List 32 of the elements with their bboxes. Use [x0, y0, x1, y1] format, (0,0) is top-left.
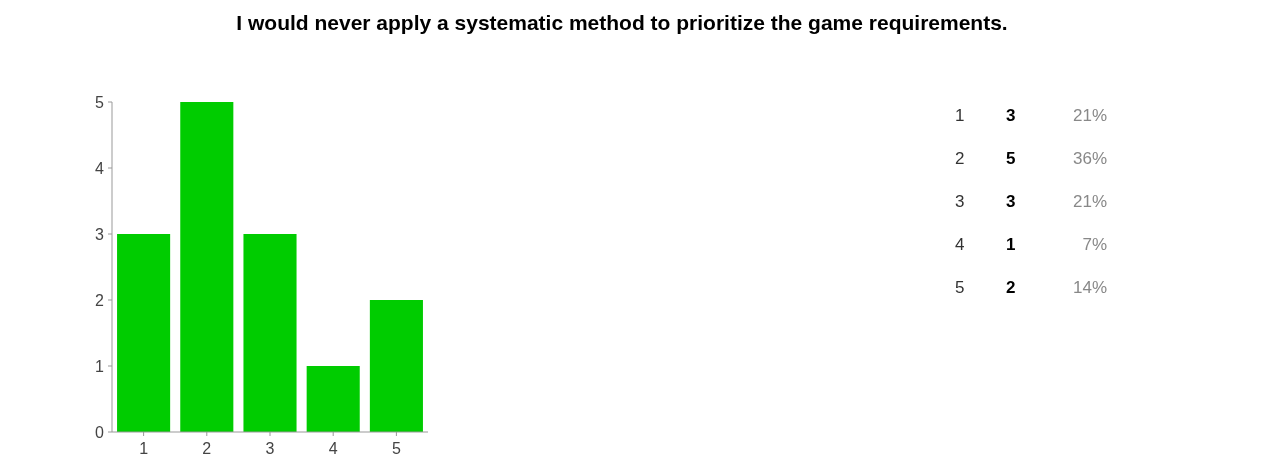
y-tick-label: 0 — [95, 423, 105, 441]
bar — [243, 234, 297, 432]
text: 21% — [1072, 191, 1107, 211]
bar — [306, 366, 360, 432]
x-tick-label: 5 — [391, 440, 401, 457]
y-tick-label: 3 — [95, 225, 105, 243]
text: 3 — [1006, 105, 1016, 125]
text: 14% — [1072, 277, 1107, 297]
text: I would never apply a systematic method to prioritize the game requirements. — [236, 11, 1008, 34]
text: 2 — [1006, 277, 1016, 297]
x-tick-label: 4 — [328, 440, 338, 457]
bar — [117, 234, 171, 432]
text: 1 — [1006, 234, 1016, 254]
x-tick-label: 3 — [265, 440, 275, 457]
text: 4 — [955, 234, 965, 254]
text: 3 — [1006, 191, 1016, 211]
x-tick-label: 1 — [139, 440, 149, 457]
x-tick-label: 2 — [202, 440, 212, 457]
y-tick-label: 2 — [95, 291, 105, 309]
text: 3 — [955, 191, 965, 211]
y-tick-label: 4 — [95, 159, 105, 177]
text: 1 — [955, 105, 965, 125]
y-tick-label: 1 — [95, 357, 105, 375]
bar — [180, 102, 234, 432]
text: 36% — [1072, 148, 1107, 168]
text: 7% — [1082, 234, 1107, 254]
y-tick-label: 5 — [95, 93, 105, 111]
text: 5 — [1006, 148, 1016, 168]
bar — [369, 300, 423, 432]
text: 5 — [955, 277, 965, 297]
text: 21% — [1072, 105, 1107, 125]
text: 2 — [955, 148, 965, 168]
